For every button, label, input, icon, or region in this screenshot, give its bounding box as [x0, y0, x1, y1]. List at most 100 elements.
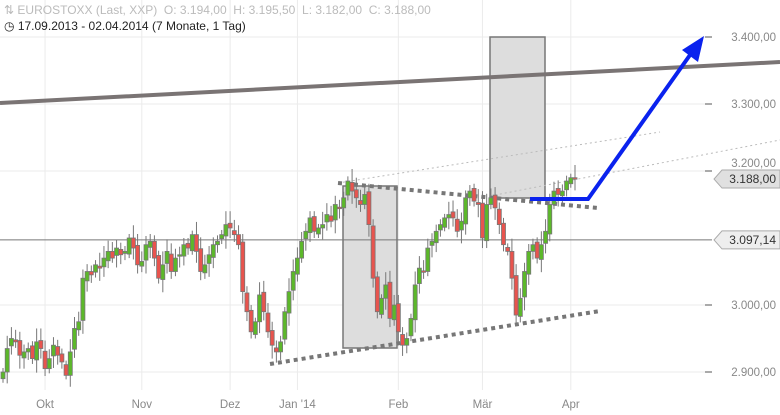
- candle: [59, 353, 65, 363]
- candle: [370, 225, 376, 279]
- candle: [88, 271, 94, 276]
- y-tick-label: 3.300,00: [731, 99, 776, 111]
- candle: [30, 345, 35, 359]
- x-tick-label: Mär: [473, 399, 493, 411]
- last-price-label-bg: [713, 169, 780, 189]
- forecast-arrow: [530, 53, 692, 201]
- x-tick-label: Dez: [220, 399, 241, 411]
- candle: [21, 351, 27, 359]
- candle: [303, 230, 309, 240]
- candle: [358, 200, 363, 205]
- candle: [97, 265, 103, 269]
- candle: [215, 240, 220, 246]
- candle: [555, 188, 561, 195]
- candle: [34, 341, 40, 361]
- candle: [80, 277, 86, 321]
- candle: [261, 291, 267, 313]
- close-value: C: 3.188,00: [368, 3, 431, 17]
- candle: [109, 250, 115, 259]
- candle: [311, 216, 317, 232]
- candle: [265, 312, 271, 333]
- candle: [345, 180, 351, 196]
- candle: [501, 222, 506, 246]
- candle: [240, 241, 246, 293]
- candle: [509, 250, 515, 279]
- candle: [282, 311, 288, 340]
- x-tick-label: Apr: [562, 399, 580, 411]
- clock-icon[interactable]: ◷: [4, 19, 15, 33]
- candle: [63, 364, 69, 376]
- candle: [206, 254, 212, 264]
- candle: [480, 202, 485, 239]
- candle: [496, 208, 502, 226]
- candle: [9, 338, 14, 347]
- dotted-channel-line: [489, 139, 780, 197]
- candle: [156, 255, 162, 279]
- candle: [51, 344, 56, 357]
- candle: [72, 328, 77, 350]
- candle: [395, 303, 401, 333]
- candle: [307, 217, 313, 234]
- reference-price-label-bg: [713, 230, 780, 250]
- date-range-text[interactable]: 17.09.2013 - 02.04.2014 (7 Monate, 1 Tag…: [17, 19, 246, 33]
- candle: [572, 177, 578, 180]
- candle: [442, 217, 448, 228]
- candle: [484, 204, 490, 242]
- candle: [341, 197, 347, 209]
- last-price-label: 3.188,00: [729, 172, 776, 186]
- x-tick-label: Nov: [132, 399, 153, 411]
- candle: [459, 220, 464, 231]
- candle: [513, 275, 519, 316]
- candle: [543, 230, 548, 244]
- candle: [290, 271, 296, 291]
- candle: [236, 234, 241, 246]
- candle: [349, 181, 355, 192]
- candle: [286, 291, 292, 314]
- candle: [252, 321, 258, 335]
- x-tick-label: Okt: [36, 399, 55, 411]
- candle: [429, 240, 435, 246]
- candle: [269, 330, 275, 346]
- candle: [471, 188, 477, 202]
- candle: [122, 250, 128, 254]
- candle: [194, 234, 199, 252]
- candle: [328, 215, 334, 222]
- y-tick-label: 3.200,00: [731, 158, 776, 170]
- candle: [160, 264, 166, 280]
- candle: [534, 241, 540, 259]
- candle: [412, 284, 418, 321]
- candle: [559, 190, 565, 197]
- candle: [55, 346, 61, 356]
- candle: [379, 297, 384, 315]
- candle: [177, 254, 183, 257]
- arrow-head-icon: [682, 36, 704, 62]
- candle: [84, 271, 90, 282]
- long-trend-line: [0, 60, 780, 105]
- candle: [316, 227, 321, 235]
- candle: [492, 194, 498, 209]
- candle: [564, 180, 569, 191]
- candle: [223, 224, 229, 237]
- candle: [530, 244, 536, 252]
- high-value: H: 3.195,50: [233, 3, 296, 17]
- candle: [425, 247, 431, 272]
- candle: [126, 237, 132, 255]
- candle: [38, 340, 44, 349]
- candle: [46, 358, 52, 370]
- candle: [210, 244, 216, 258]
- chart-type-icon[interactable]: ⇅: [4, 3, 15, 17]
- candle: [332, 204, 338, 221]
- candle: [118, 248, 124, 256]
- candle: [408, 317, 414, 337]
- candle: [467, 190, 473, 199]
- candle: [227, 222, 233, 229]
- candle: [198, 248, 204, 272]
- candle: [248, 309, 254, 333]
- candle: [101, 257, 107, 268]
- candle: [517, 297, 523, 317]
- candle: [139, 261, 145, 267]
- candle: [147, 240, 153, 248]
- candle: [168, 253, 174, 272]
